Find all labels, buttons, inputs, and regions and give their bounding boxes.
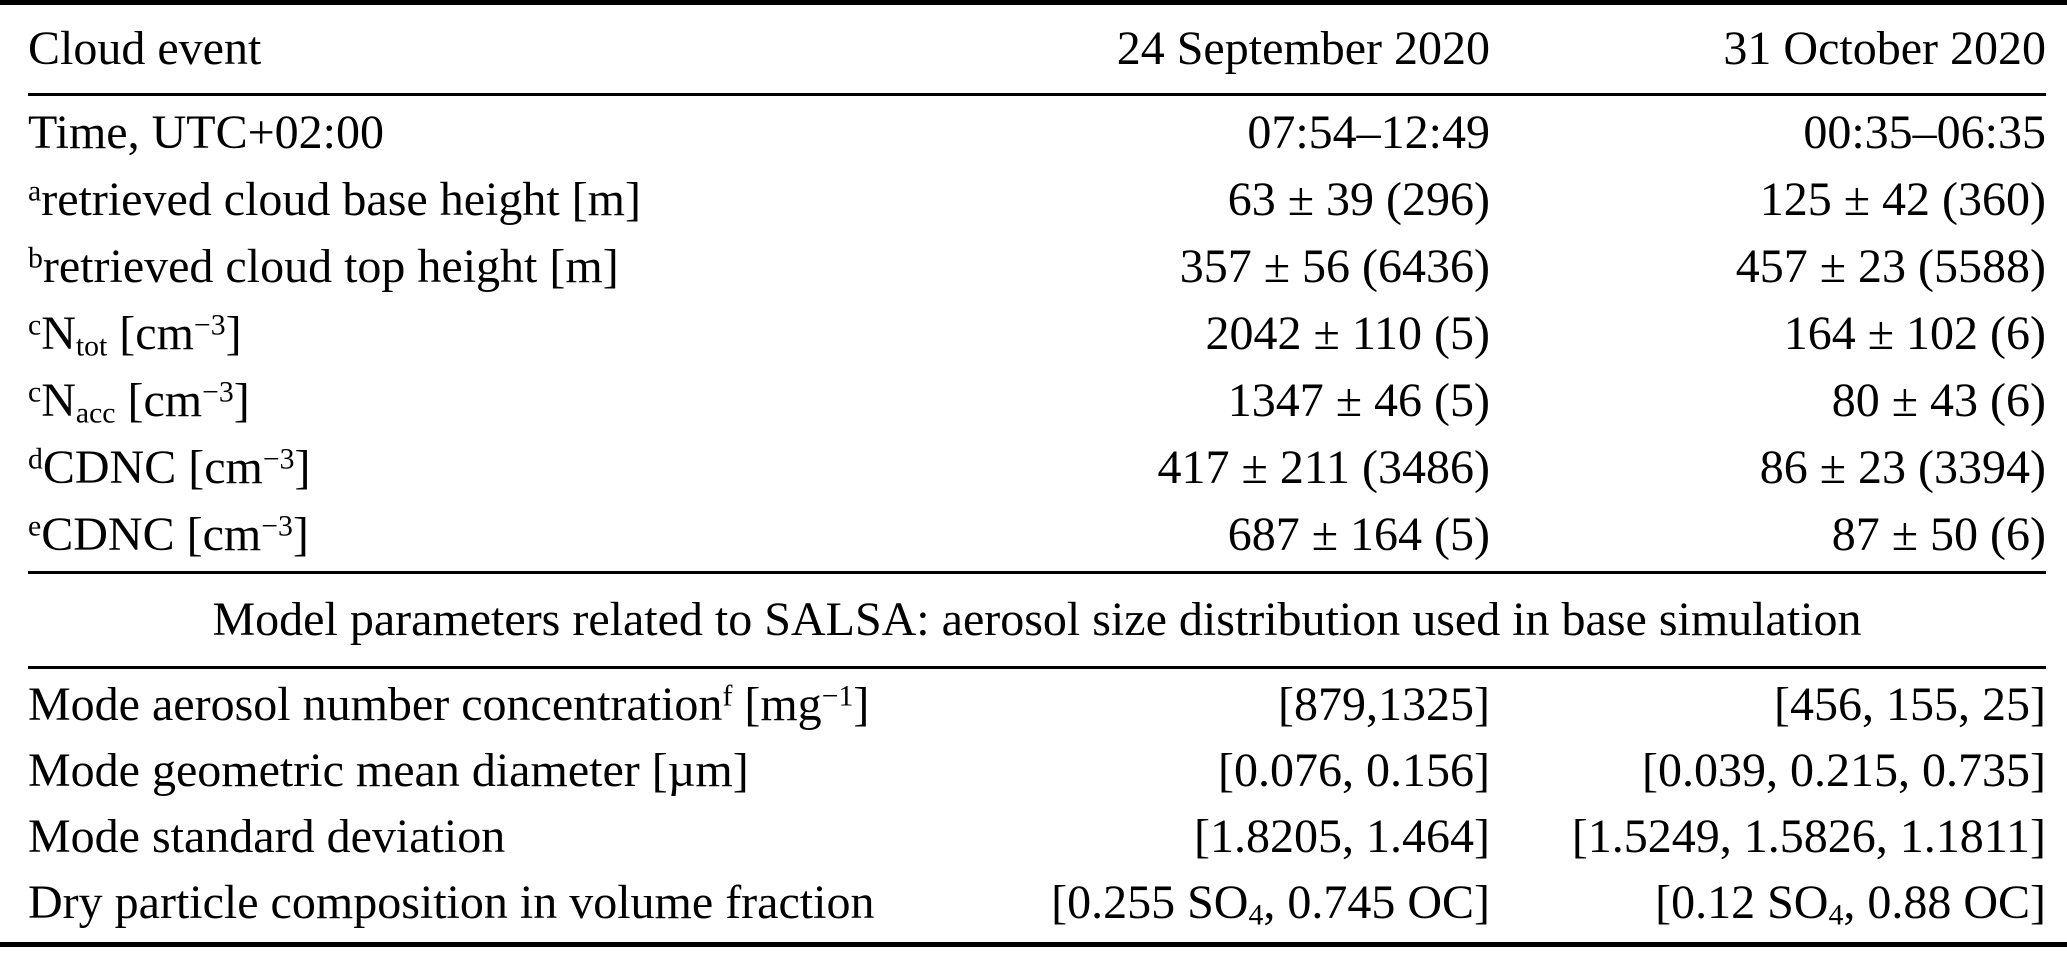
table-row-mode-standard-deviation: Mode standard deviation [1.8205, 1.464] … [28,804,2046,870]
table-row-mode-mean-diameter: Mode geometric mean diameter [µm] [0.076… [28,738,2046,804]
event1-value: [0.255 SO4, 0.745 OC] [1051,876,1490,932]
event1-value: 1347 ± 46 (5) [1227,374,1490,427]
table-row-n-tot: cNtot [cm−3] 2042 ± 110 (5) 164 ± 102 (6… [28,300,2046,367]
row-label: cNacc [cm−3] [28,374,250,430]
table-row-dry-particle-composition: Dry particle composition in volume fract… [28,870,2046,936]
table-row-n-acc: cNacc [cm−3] 1347 ± 46 (5) 80 ± 43 (6) [28,367,2046,434]
event2-value: 164 ± 102 (6) [1783,307,2046,360]
column-header-cloud-event: Cloud event [28,22,262,75]
row-label: aretrieved cloud base height [m] [28,173,641,226]
event1-value: 357 ± 56 (6436) [1179,240,1490,293]
row-label: Dry particle composition in volume fract… [28,876,875,929]
table-header-row: Cloud event 24 September 2020 31 October… [28,5,2046,93]
event1-value: [0.076, 0.156] [1218,744,1490,797]
row-label: cNtot [cm−3] [28,307,242,363]
table-row-cdnc-e: eCDNC [cm−3] 687 ± 164 (5) 87 ± 50 (6) [28,501,2046,568]
event2-value: [0.12 SO4, 0.88 OC] [1655,876,2046,932]
table-row-time: Time, UTC+02:00 07:54–12:49 00:35–06:35 [28,99,2046,166]
observations-section: Time, UTC+02:00 07:54–12:49 00:35–06:35 … [28,93,2046,574]
row-label: eCDNC [cm−3] [28,508,309,561]
row-label: Time, UTC+02:00 [28,106,385,159]
table-row-mode-number-concentration: Mode aerosol number concentrationf [mg−1… [28,672,2046,738]
event2-value: 80 ± 43 (6) [1831,374,2046,427]
table-row-cloud-base-height: aretrieved cloud base height [m] 63 ± 39… [28,166,2046,233]
row-label: Mode geometric mean diameter [µm] [28,744,749,797]
event1-value: [879,1325] [1278,678,1490,731]
row-label: Mode standard deviation [28,810,506,863]
column-header-event1-date: 24 September 2020 [1116,22,1490,75]
event2-value: 00:35–06:35 [1803,106,2046,159]
row-label: Mode aerosol number concentrationf [mg−1… [28,678,870,731]
table-row-cdnc-d: dCDNC [cm−3] 417 ± 211 (3486) 86 ± 23 (3… [28,434,2046,501]
event1-value: [1.8205, 1.464] [1194,810,1490,863]
event2-value: 87 ± 50 (6) [1831,508,2046,561]
event2-value: 457 ± 23 (5588) [1735,240,2046,293]
table-row-cloud-top-height: bretrieved cloud top height [m] 357 ± 56… [28,233,2046,300]
event2-value: 125 ± 42 (360) [1759,173,2046,226]
row-label: dCDNC [cm−3] [28,441,311,494]
event1-value: 07:54–12:49 [1247,106,1490,159]
column-header-event2-date: 31 October 2020 [1723,22,2046,75]
event1-value: 2042 ± 110 (5) [1205,307,1490,360]
event1-value: 687 ± 164 (5) [1227,508,1490,561]
event2-value: 86 ± 23 (3394) [1759,441,2046,494]
row-label: bretrieved cloud top height [m] [28,240,619,293]
event2-value: [0.039, 0.215, 0.735] [1642,744,2046,797]
event1-value: 63 ± 39 (296) [1227,173,1490,226]
event1-value: 417 ± 211 (3486) [1157,441,1490,494]
model-parameters-section-heading: Model parameters related to SALSA: aeros… [212,593,1862,646]
event2-value: [456, 155, 25] [1774,678,2046,731]
model-parameters-section: Mode aerosol number concentrationf [mg−1… [28,666,2046,942]
event2-value: [1.5249, 1.5826, 1.1811] [1571,810,2046,863]
